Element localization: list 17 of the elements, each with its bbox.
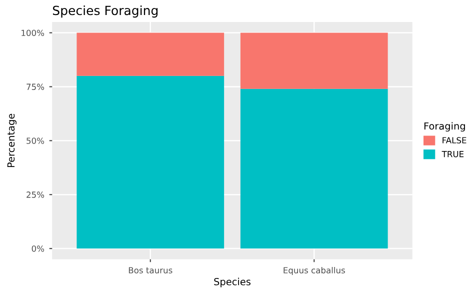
y-tick-label: 0% [32,246,44,252]
legend-label: TRUE [442,151,464,158]
bar [240,32,388,89]
legend-label: FALSE [442,137,466,144]
bar [76,32,224,76]
y-tick-label: 50% [26,138,44,144]
y-tick-label: 25% [26,192,44,198]
legend-title: Foraging [424,122,465,132]
y-tick-label: 100% [22,30,44,36]
bar [76,76,224,249]
x-axis-title: Species [214,278,250,288]
y-axis-title: Percentage [7,114,17,168]
x-tick-label: Bos taurus [128,267,172,274]
y-tick-label: 75% [26,84,44,90]
x-tick-label: Equus caballus [284,266,345,276]
chart-title: Species Foraging [52,5,158,18]
bar [240,88,388,249]
